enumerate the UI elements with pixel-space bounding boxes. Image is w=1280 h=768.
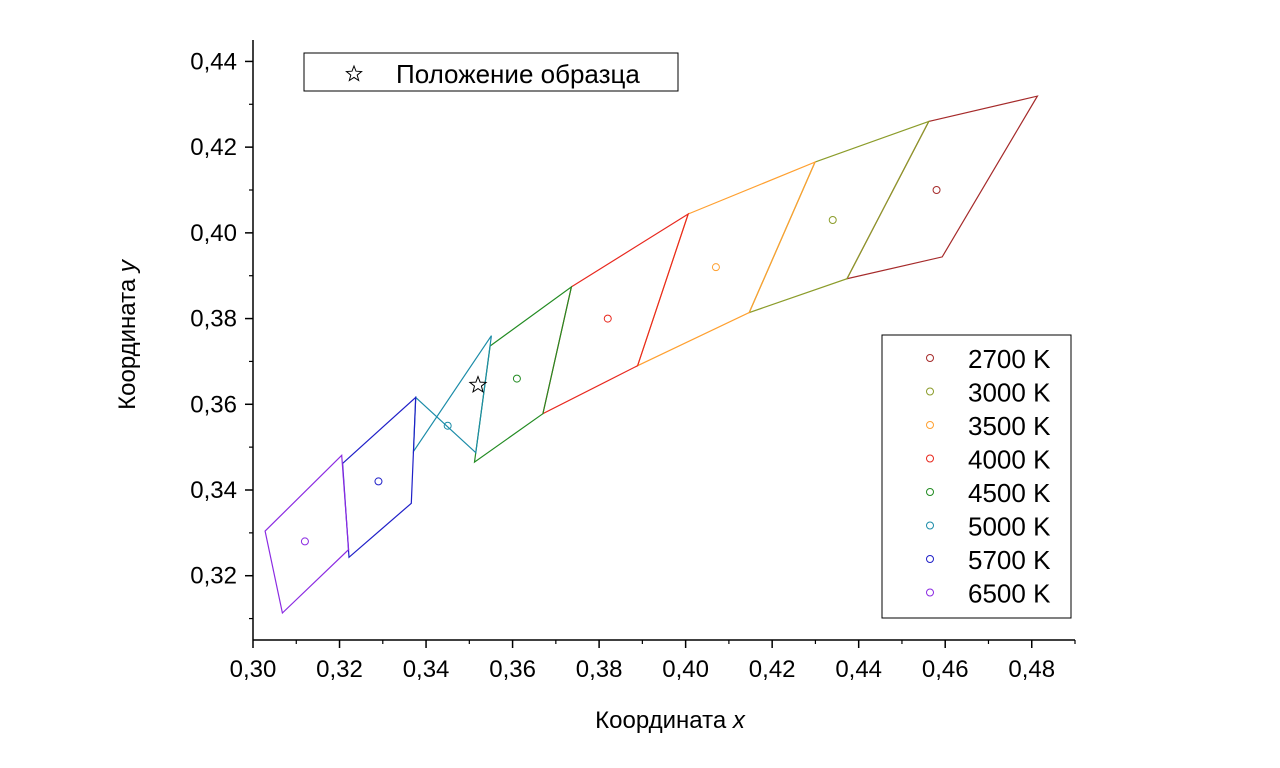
legend-marker bbox=[926, 354, 934, 362]
sample-star-point bbox=[468, 375, 488, 394]
legend-label: 6500 K bbox=[968, 579, 1051, 609]
bin-center-point-5700k bbox=[374, 477, 383, 486]
bin-centers bbox=[300, 186, 941, 546]
legend-marker bbox=[926, 555, 934, 563]
x-tick-label: 0,40 bbox=[662, 656, 709, 683]
legend-marker bbox=[926, 488, 934, 496]
sample-legend-label: Положение образца bbox=[396, 59, 640, 89]
bin-center-point-3000k bbox=[828, 216, 837, 224]
sample-legend-star bbox=[345, 64, 363, 82]
legend-label: 5000 K bbox=[968, 512, 1051, 542]
bin-center-point-2700k bbox=[932, 186, 941, 194]
x-tick-label: 0,34 bbox=[403, 656, 450, 683]
legend-marker bbox=[926, 588, 934, 597]
bin-quadrangle-5700k bbox=[341, 395, 417, 559]
bin-quadrangle-4000k bbox=[542, 212, 690, 415]
bin-center-point-3500k bbox=[711, 263, 720, 272]
x-tick-label: 0,38 bbox=[576, 656, 623, 683]
bin-center-point-6500k bbox=[300, 537, 309, 546]
sample-point bbox=[468, 375, 488, 394]
y-axis: 0,32 0,34 0,36 0,38 0,40 0,42 0,44 bbox=[190, 48, 253, 620]
y-tick-label: 0,34 bbox=[190, 477, 237, 504]
bin-center-point-5000k bbox=[443, 421, 452, 430]
bin-quadrangle-6500k bbox=[264, 453, 350, 615]
x-axis-title: Координата x bbox=[595, 707, 746, 734]
x-tick-label: 0,46 bbox=[922, 656, 969, 683]
bin-quadrangle-3000k bbox=[748, 120, 931, 314]
x-tick-label: 0,44 bbox=[835, 656, 882, 683]
series-legend-box bbox=[881, 334, 1072, 619]
bin-quadrangle-3500k bbox=[636, 160, 817, 367]
y-tick-label: 0,40 bbox=[190, 220, 237, 247]
x-tick-label: 0,42 bbox=[749, 656, 796, 683]
plot-frame bbox=[252, 40, 1075, 641]
legend-marker bbox=[926, 387, 934, 396]
legend-label: 5700 K bbox=[968, 545, 1051, 575]
y-axis-title: Координата y bbox=[114, 258, 141, 410]
bin-center-point-4000k bbox=[603, 314, 612, 323]
y-tick-label: 0,38 bbox=[190, 306, 237, 333]
star-icon bbox=[345, 64, 363, 82]
sample-legend: Положение образца bbox=[303, 52, 679, 92]
y-tick-label: 0,44 bbox=[190, 48, 237, 75]
bin-quadrangle-4500k bbox=[473, 285, 573, 464]
bin-quadrangles bbox=[264, 95, 1039, 615]
x-tick-label: 0,30 bbox=[230, 656, 277, 683]
legend-marker bbox=[926, 521, 934, 530]
legend-label: 4000 K bbox=[968, 445, 1051, 475]
x-tick-label: 0,36 bbox=[489, 656, 536, 683]
legend-label: 3000 K bbox=[968, 378, 1051, 408]
bin-quadrangle-2700k bbox=[845, 95, 1039, 280]
legend-label: 3500 K bbox=[968, 411, 1051, 441]
x-tick-label: 0,48 bbox=[1008, 656, 1055, 683]
x-tick-label: 0,32 bbox=[316, 656, 363, 683]
x-axis: 0,30 0,32 0,34 0,36 0,38 0,40 0,42 0,44 0,46 0,48 bbox=[230, 640, 1076, 683]
y-tick-label: 0,36 bbox=[190, 391, 237, 418]
legend-marker bbox=[926, 454, 934, 463]
bin-quadrangle-5000k bbox=[412, 335, 492, 454]
bin-center-point-4500k bbox=[512, 374, 521, 383]
legend-label: 4500 K bbox=[968, 478, 1051, 508]
legend-label: 2700 K bbox=[968, 344, 1051, 374]
sample-legend-box bbox=[303, 52, 679, 92]
legend-marker bbox=[926, 421, 934, 429]
y-tick-label: 0,32 bbox=[190, 563, 237, 590]
y-tick-label: 0,42 bbox=[190, 134, 237, 161]
